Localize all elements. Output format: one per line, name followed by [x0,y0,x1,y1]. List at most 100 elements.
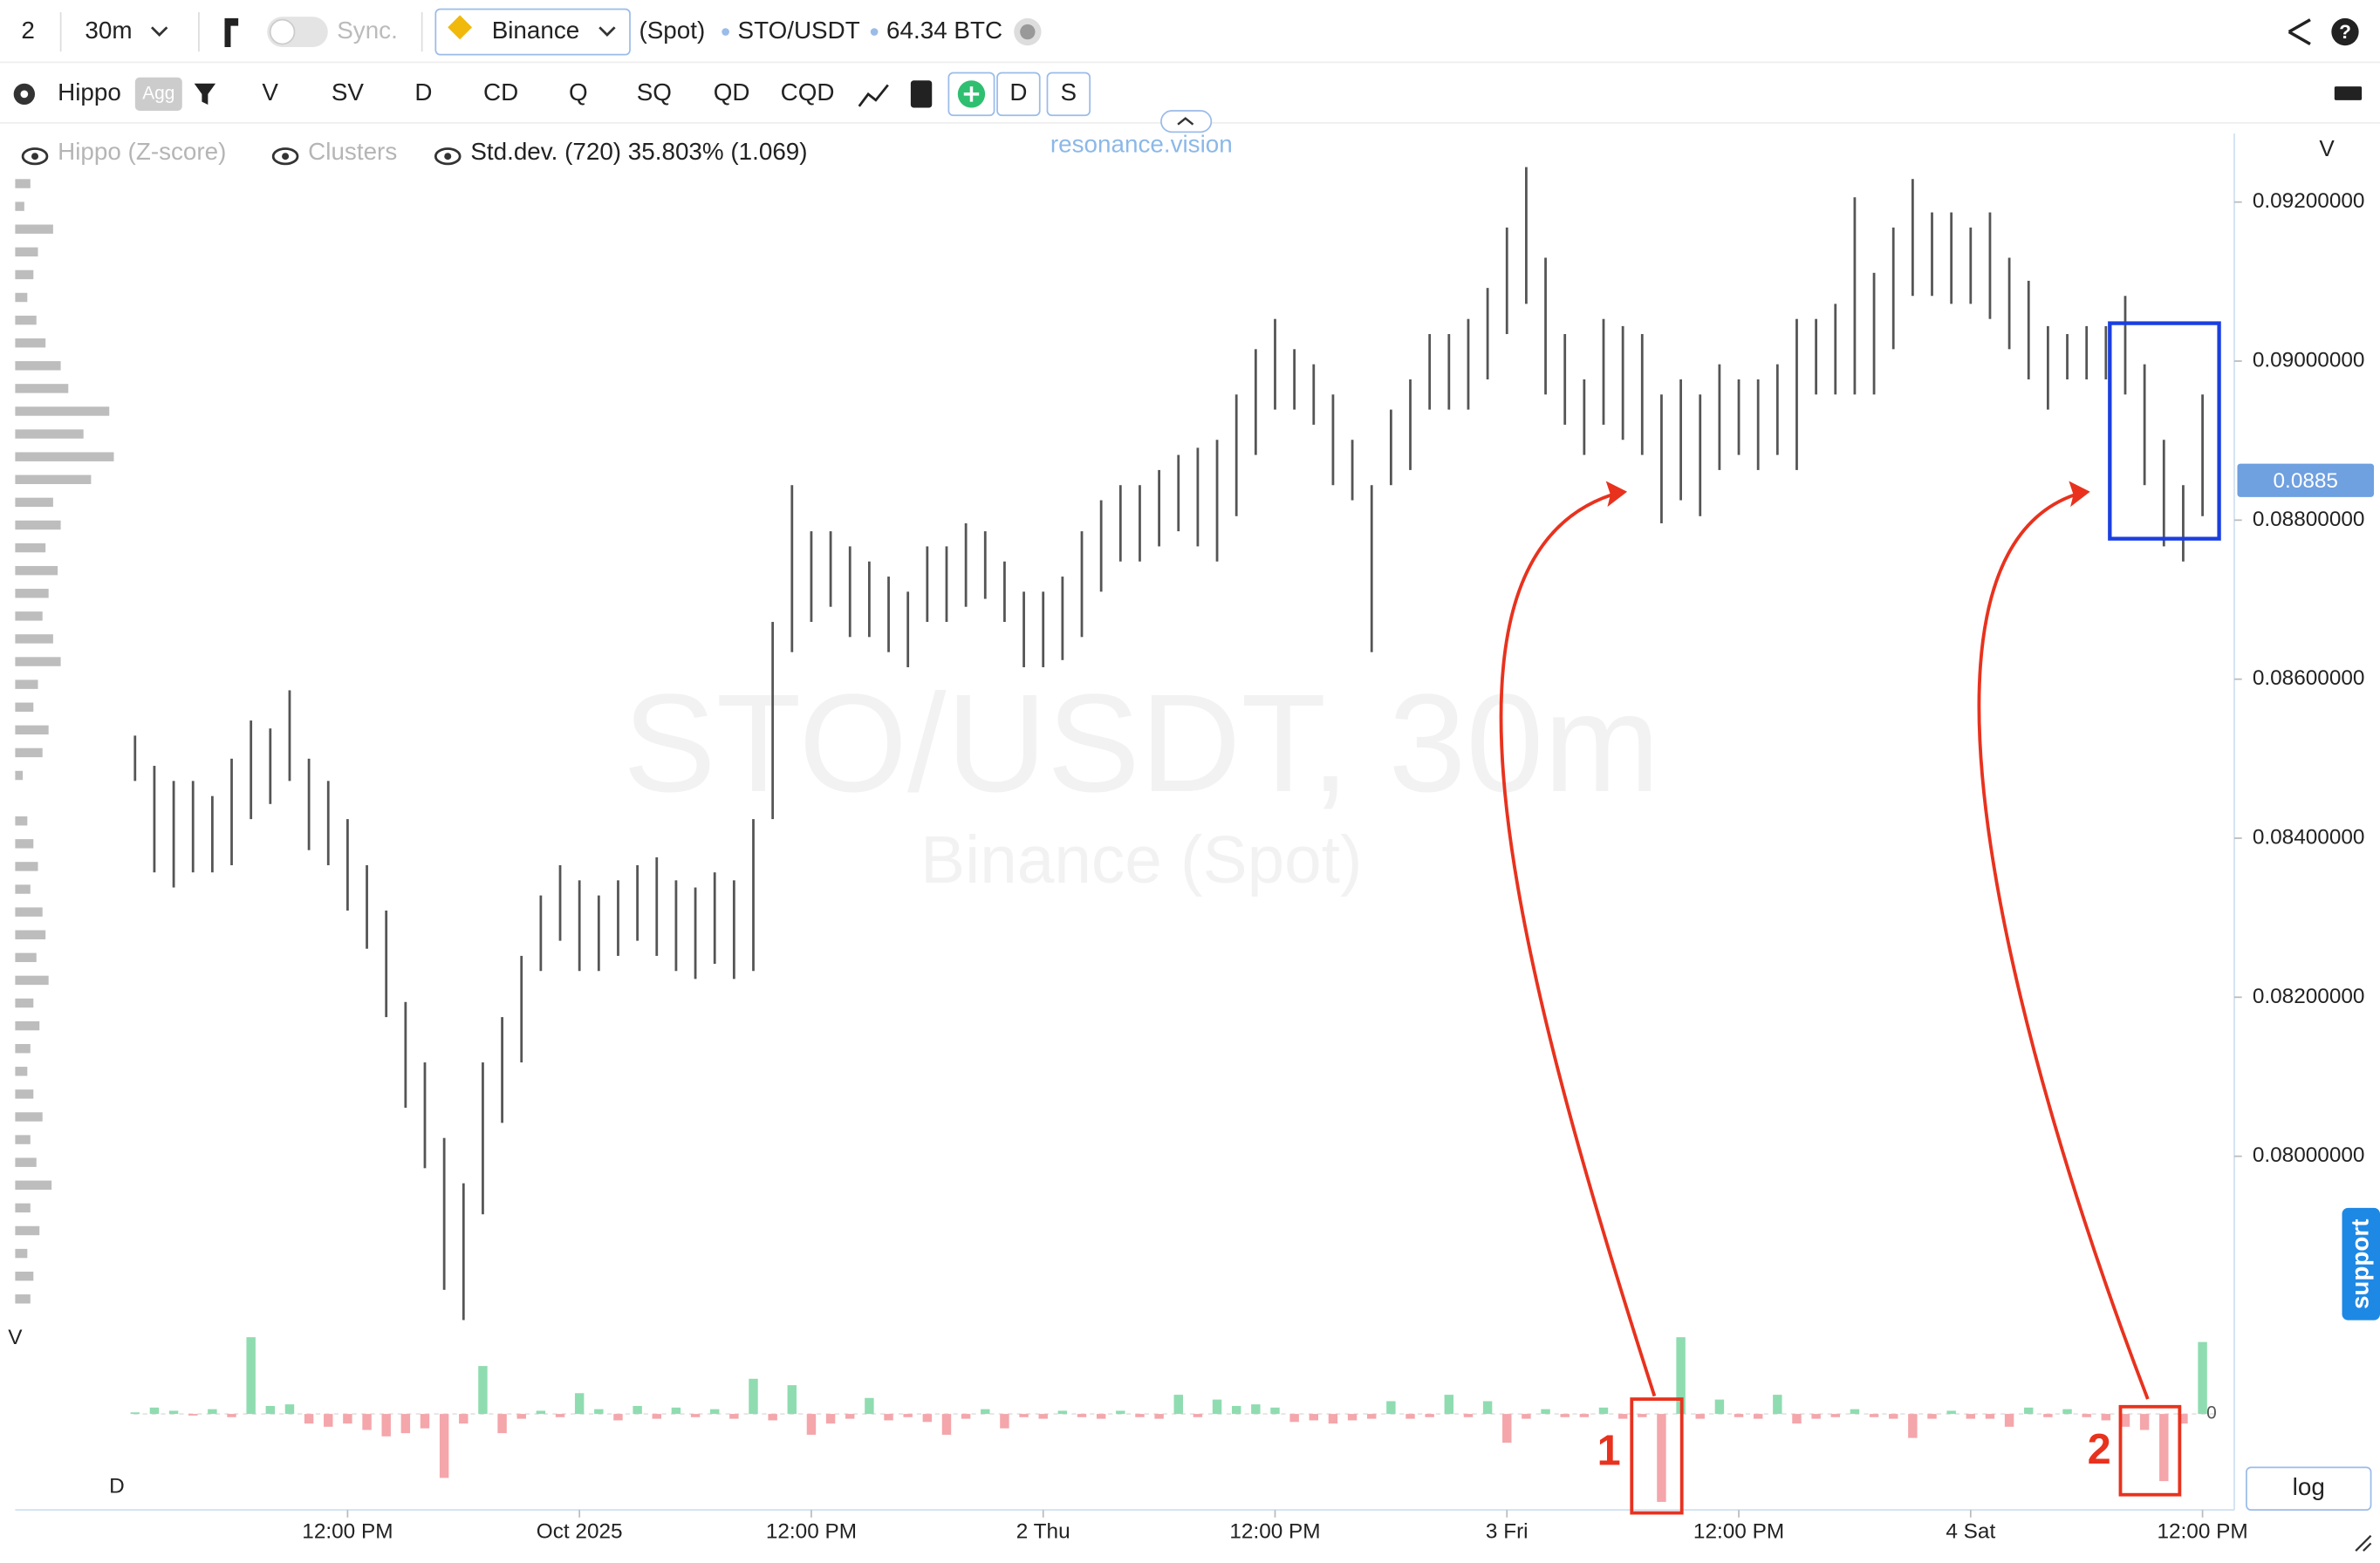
filter-icon[interactable] [194,83,216,106]
toggle-button[interactable]: S [1061,78,1077,106]
delta-bar [304,1414,314,1424]
tool-button[interactable]: CD [483,78,518,106]
profile-bar [15,702,34,712]
price-bar [1795,318,1798,470]
price-bar [269,728,272,804]
delta-bar [168,1410,179,1415]
arrowhead [2069,481,2090,508]
delta-bar [1657,1414,1666,1502]
header: 2 30m Sync. Binance (Spot) STO/USDT 64.3… [21,8,2359,56]
price-bar [1505,227,1508,335]
tool-button[interactable]: SV [332,78,365,106]
brand[interactable]: resonance.vision [1050,130,1233,157]
tool-button[interactable]: CQD [781,78,835,106]
profile-bar [15,497,53,508]
delta-bar [961,1414,971,1419]
volume: 64.34 BTC [886,17,1002,44]
price-bar [1775,364,1779,455]
delta-bar [1753,1414,1763,1419]
doc-icon[interactable] [910,80,933,108]
exchange[interactable]: Binance [492,17,580,44]
collapse[interactable] [1160,110,1213,133]
help-icon[interactable] [2331,17,2359,46]
delta-bar [555,1414,565,1417]
toggle-box[interactable] [996,72,1041,117]
price-bar [2143,364,2146,486]
profile-bar [15,361,61,371]
eye-icon[interactable] [434,147,462,166]
profile-bar [15,884,31,894]
delta-bar [2120,1414,2130,1427]
price-bar [1389,409,1392,486]
tool-button[interactable]: SQ [637,78,672,106]
status-dot [1020,24,1036,40]
interval[interactable]: 30m [85,17,132,44]
profile-bar [15,747,43,758]
tool-button[interactable]: QD [714,78,750,106]
price-bar [1640,334,1644,455]
profile-bar [15,452,114,461]
ruler-icon[interactable] [2334,86,2363,100]
log[interactable]: log [2293,1473,2325,1500]
exchange-select[interactable] [434,8,631,56]
profile-bar [15,1112,43,1122]
price-bar [2124,296,2127,395]
toggle-box[interactable] [1046,72,1091,117]
delta-bar [1617,1414,1628,1419]
share-icon[interactable] [2288,18,2311,45]
legend: Hippo (Z-score) Clusters Std.dev. (720) 35… [21,138,808,166]
eye-icon[interactable] [21,147,49,166]
sync[interactable]: Sync. [337,17,398,44]
toggle-button[interactable]: D [1009,78,1027,106]
annotations: 1 2 [1499,321,2221,1515]
profile-bar [15,292,28,303]
delta-bar [400,1414,411,1434]
x-tick-label: 4 Sat [1946,1520,1995,1544]
price-bar [1215,440,1219,562]
profile-bar [15,338,46,348]
chart-icon[interactable] [858,84,889,107]
log-button[interactable] [2246,1466,2372,1511]
profile-bar [15,952,37,963]
price-bar [2162,440,2165,547]
agg-badge[interactable] [134,77,182,112]
indicator[interactable]: Hippo [58,78,121,106]
delta-bar [1869,1414,1879,1417]
layout[interactable]: 2 [21,17,34,44]
tool-button[interactable]: V [262,78,278,106]
annotation-label: 2 [2088,1426,2111,1473]
delta-bar [1482,1401,1493,1415]
delta-bar [1019,1414,1029,1417]
support[interactable]: support [2346,1218,2373,1309]
tool-button[interactable]: Q [569,78,588,106]
profile-bar [15,816,28,826]
annotation-box [1630,1397,1684,1515]
delta-bar [729,1414,739,1419]
delta-bar [825,1414,836,1424]
support-tab[interactable] [2342,1207,2380,1321]
profile-bar [15,1135,31,1144]
price-bar [1931,212,1933,297]
delta-bar [1135,1414,1145,1417]
price-bar [771,622,775,820]
delta-bar [749,1378,758,1415]
price-bar [1293,349,1296,410]
delta-bar [652,1414,661,1419]
profile-bar [15,1020,40,1031]
delta-label: D [109,1474,125,1498]
price-bar [1351,440,1354,501]
price-bar [2066,334,2069,379]
delta-bar [343,1414,352,1424]
delta-bar [884,1414,893,1421]
tool-button[interactable]: D [414,78,432,106]
icon[interactable] [224,17,239,47]
delta-bar [1212,1399,1222,1415]
eye-icon[interactable] [271,147,299,166]
profile-bar [15,247,38,257]
price-bar [945,546,948,623]
delta-bar [362,1414,372,1430]
price-bar [655,857,659,956]
delta-bar [806,1414,817,1435]
profile-bar [15,1089,34,1099]
price-bar [1872,272,1876,395]
